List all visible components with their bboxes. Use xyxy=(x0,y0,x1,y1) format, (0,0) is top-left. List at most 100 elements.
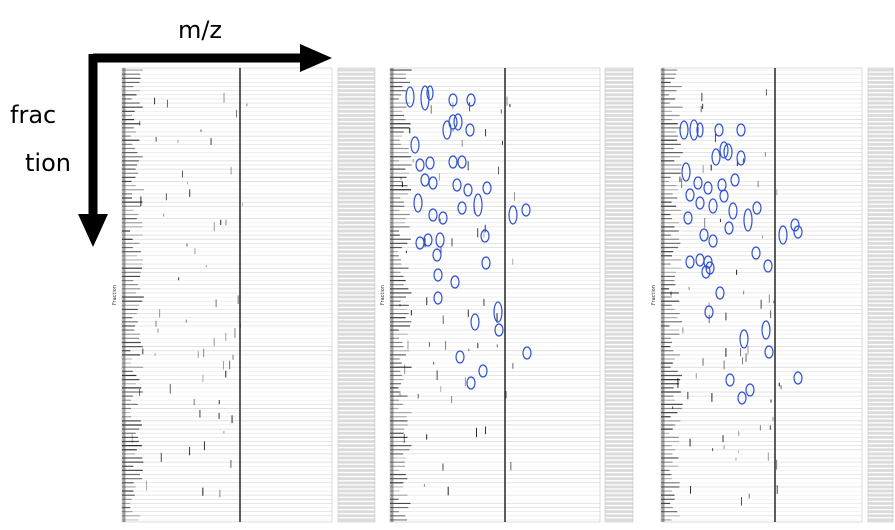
legend-row xyxy=(338,465,375,468)
legend-row xyxy=(868,473,893,476)
legend-row xyxy=(868,258,893,261)
legend-row xyxy=(338,73,375,76)
legend-row xyxy=(605,143,633,146)
legend-row xyxy=(605,300,633,303)
legend-row xyxy=(605,155,633,158)
legend-row xyxy=(605,77,633,80)
legend-row xyxy=(605,510,633,513)
legend-row xyxy=(605,440,633,443)
legend-row xyxy=(338,69,375,72)
legend-row xyxy=(868,254,893,257)
legend-row xyxy=(338,283,375,286)
legend-row xyxy=(338,122,375,125)
legend-row xyxy=(338,403,375,406)
legend-row xyxy=(868,444,893,447)
legend-row xyxy=(605,296,633,299)
legend-row xyxy=(338,192,375,195)
legend-row xyxy=(338,382,375,385)
legend-row xyxy=(868,205,893,208)
legend-row xyxy=(338,201,375,204)
legend-row xyxy=(868,296,893,299)
legend-row xyxy=(338,135,375,138)
legend-row xyxy=(868,155,893,158)
legend-row xyxy=(605,494,633,497)
legend-row xyxy=(868,452,893,455)
legend-row xyxy=(868,69,893,72)
legend-row xyxy=(605,411,633,414)
legend-row xyxy=(338,275,375,278)
legend-row xyxy=(338,415,375,418)
legend-row xyxy=(338,469,375,472)
legend-row xyxy=(605,469,633,472)
legend-row xyxy=(338,510,375,513)
legend-row xyxy=(605,225,633,228)
legend-row xyxy=(868,333,893,336)
legend-row xyxy=(605,279,633,282)
legend-row xyxy=(605,118,633,121)
legend-row xyxy=(605,254,633,257)
legend-row xyxy=(868,382,893,385)
legend-row xyxy=(338,333,375,336)
legend-row xyxy=(868,440,893,443)
legend-row xyxy=(338,518,375,521)
legend-row xyxy=(605,419,633,422)
legend-row xyxy=(605,316,633,319)
legend-row xyxy=(605,81,633,84)
legend-row xyxy=(605,353,633,356)
legend-row xyxy=(868,308,893,311)
legend-row xyxy=(338,238,375,241)
legend-row xyxy=(338,221,375,224)
legend-row xyxy=(338,230,375,233)
legend-row xyxy=(605,506,633,509)
legend-row xyxy=(868,374,893,377)
legend-row xyxy=(868,147,893,150)
legend-row xyxy=(868,110,893,113)
legend-row xyxy=(868,481,893,484)
legend-row xyxy=(868,329,893,332)
legend-row xyxy=(605,110,633,113)
legend-row xyxy=(338,102,375,105)
legend-row xyxy=(868,164,893,167)
legend-row xyxy=(605,205,633,208)
legend-row xyxy=(338,432,375,435)
legend-row xyxy=(338,151,375,154)
legend-row xyxy=(338,304,375,307)
legend-row xyxy=(868,362,893,365)
legend-row xyxy=(868,230,893,233)
mz-label: m/z xyxy=(178,16,222,44)
legend-row xyxy=(338,77,375,80)
legend-row xyxy=(605,291,633,294)
legend-row xyxy=(605,93,633,96)
legend-row xyxy=(605,325,633,328)
legend-row xyxy=(868,143,893,146)
legend-row xyxy=(338,254,375,257)
legend-row xyxy=(868,337,893,340)
legend-row xyxy=(605,370,633,373)
legend-row xyxy=(605,172,633,175)
legend-row xyxy=(338,197,375,200)
legend-row xyxy=(338,308,375,311)
legend-row xyxy=(868,168,893,171)
legend-row xyxy=(338,490,375,493)
legend-row xyxy=(605,164,633,167)
legend-row xyxy=(868,126,893,129)
legend-row xyxy=(605,73,633,76)
legend-row xyxy=(605,436,633,439)
legend-row xyxy=(605,197,633,200)
legend-row xyxy=(868,122,893,125)
y-axis-label: Fraction xyxy=(380,285,386,305)
legend-row xyxy=(868,506,893,509)
legend-row xyxy=(868,291,893,294)
legend-row xyxy=(338,81,375,84)
legend-row xyxy=(605,457,633,460)
legend-row xyxy=(605,391,633,394)
legend-row xyxy=(605,131,633,134)
y-axis-label: Fraction xyxy=(112,285,118,305)
legend-row xyxy=(338,159,375,162)
legend-row xyxy=(605,209,633,212)
legend-row xyxy=(338,391,375,394)
legend-row xyxy=(338,502,375,505)
legend-row xyxy=(338,258,375,261)
legend-row xyxy=(868,399,893,402)
legend-row xyxy=(868,93,893,96)
